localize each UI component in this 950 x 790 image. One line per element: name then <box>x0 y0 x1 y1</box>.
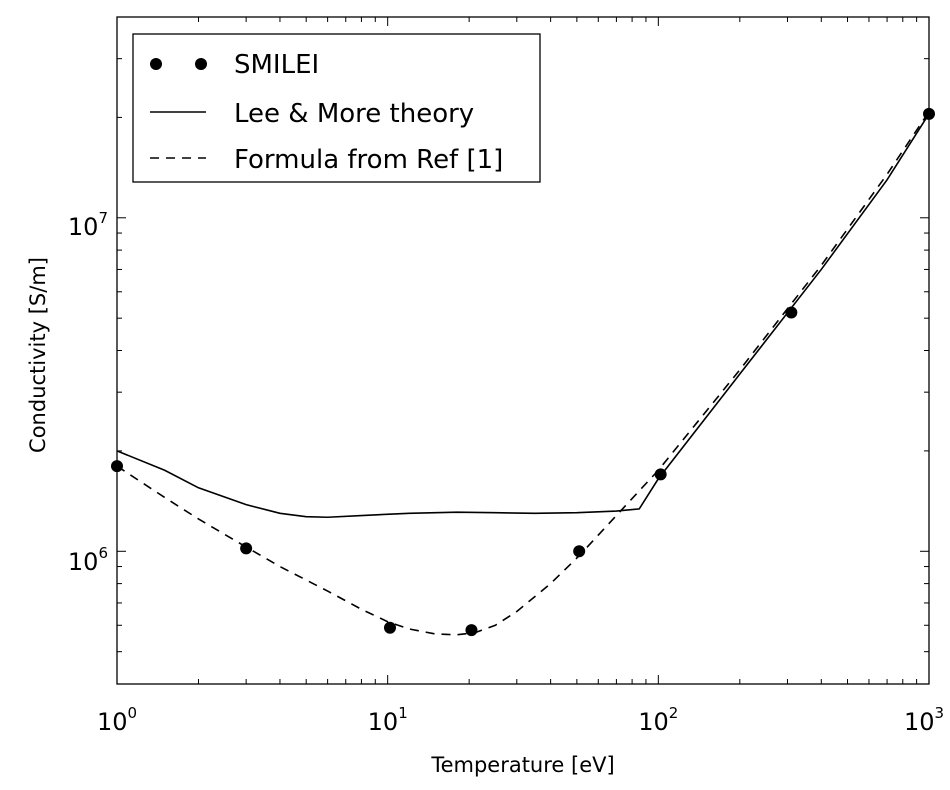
data-point-0-3 <box>465 624 478 637</box>
legend-label-formula: Formula from Ref [1] <box>234 145 503 175</box>
legend: SMILEI Lee & More theory Formula from Re… <box>132 33 541 183</box>
legend-label-lee-more: Lee & More theory <box>234 99 474 129</box>
y-tick-label-1e7: 107 <box>68 209 108 241</box>
legend-marker-smilei-2 <box>195 58 207 70</box>
series-line-2 <box>116 111 930 636</box>
data-point-0-2 <box>383 621 396 634</box>
x-axis-label: Temperature [eV] <box>430 753 614 777</box>
x-tick-label-10: 101 <box>368 704 408 736</box>
x-tick-label-1000: 103 <box>904 704 944 736</box>
series-layer <box>111 107 935 637</box>
plot-frame <box>116 16 930 685</box>
data-point-0-4 <box>573 545 586 558</box>
data-point-0-1 <box>240 542 253 555</box>
x-tick-label-100: 102 <box>638 704 678 736</box>
x-tick-label-1: 100 <box>97 704 137 736</box>
legend-marker-smilei-1 <box>150 58 162 70</box>
data-point-0-6 <box>785 306 798 319</box>
y-tick-labels: 106 107 <box>68 209 108 576</box>
series-line-1 <box>116 113 930 519</box>
data-point-0-5 <box>654 468 667 481</box>
x-tick-labels: 100 101 102 103 <box>97 704 944 736</box>
y-tick-label-1e6: 106 <box>68 544 108 576</box>
y-axis-label: Conductivity [S/m] <box>26 257 50 453</box>
legend-label-smilei: SMILEI <box>234 50 319 80</box>
